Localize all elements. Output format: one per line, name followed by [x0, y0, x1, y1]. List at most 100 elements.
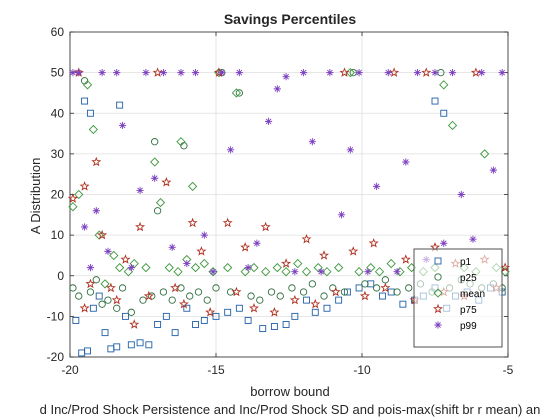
point-p75 — [301, 233, 312, 244]
point-p75 — [85, 278, 96, 289]
point-p75 — [205, 307, 216, 317]
point-p99 — [402, 158, 410, 166]
point-p75 — [231, 286, 242, 297]
legend-marker-mean — [433, 288, 443, 298]
point-p1 — [282, 321, 290, 328]
point-p25 — [113, 304, 121, 312]
point-mean — [199, 258, 209, 269]
point-p1 — [122, 312, 129, 320]
point-p99 — [191, 69, 200, 77]
series-p25 — [69, 68, 506, 316]
point-p75 — [67, 193, 78, 203]
point-p99 — [273, 85, 281, 93]
point-p75 — [281, 258, 292, 268]
point-p99 — [142, 69, 150, 77]
x-tick-label: -10 — [353, 363, 371, 377]
point-p75 — [170, 282, 181, 293]
point-p99 — [457, 190, 465, 199]
point-mean — [141, 262, 151, 273]
point-p99 — [244, 264, 252, 272]
point-mean — [68, 202, 78, 212]
point-mean — [82, 80, 93, 90]
point-p25 — [127, 308, 135, 316]
bottom-caption: d Inc/Prod Shock Persistence and Inc/Pro… — [40, 402, 541, 417]
point-mean — [334, 262, 344, 273]
point-p1 — [162, 312, 170, 320]
point-p25 — [320, 292, 328, 300]
point-p25 — [276, 292, 284, 300]
point-p1 — [311, 308, 319, 316]
point-p25 — [308, 280, 317, 288]
legend: p1 p25 mean p75 p99 — [413, 248, 503, 348]
point-p99 — [209, 268, 217, 276]
point-p75 — [400, 254, 411, 264]
point-p75 — [79, 181, 90, 191]
point-p99 — [183, 259, 191, 268]
point-p75 — [161, 177, 172, 187]
point-p99 — [498, 69, 506, 77]
point-p25 — [247, 292, 255, 300]
point-p75 — [222, 217, 233, 228]
point-p99 — [227, 146, 235, 154]
point-p25 — [92, 276, 100, 284]
point-p25 — [148, 292, 156, 300]
point-p1 — [224, 308, 232, 316]
point-p99 — [104, 247, 112, 255]
point-p99 — [86, 264, 95, 272]
point-p75 — [97, 229, 108, 240]
legend-label-mean: mean — [460, 289, 485, 300]
point-p1 — [259, 325, 267, 333]
point-p75 — [120, 254, 131, 264]
legend-marker-p1 — [434, 257, 442, 265]
point-p25 — [267, 288, 276, 296]
y-axis-label: A Distribution — [28, 158, 43, 235]
point-p99 — [431, 69, 439, 77]
point-p1 — [95, 292, 103, 300]
point-p99 — [168, 243, 176, 251]
point-p25 — [256, 296, 264, 304]
point-p99 — [308, 138, 316, 146]
point-p1 — [84, 347, 91, 355]
point-p99 — [300, 69, 308, 77]
point-p1 — [183, 304, 191, 312]
point-p25 — [340, 288, 349, 296]
point-p25 — [168, 296, 176, 304]
chart-title: Savings Percentiles — [224, 11, 357, 27]
point-p25 — [203, 296, 211, 304]
legend-marker-p99 — [434, 321, 442, 329]
point-p1 — [127, 341, 135, 349]
legend-label-p25: p25 — [460, 273, 477, 284]
point-p25 — [86, 288, 95, 296]
point-p25 — [235, 89, 244, 97]
point-mean — [176, 137, 186, 147]
point-p99 — [346, 146, 354, 154]
y-tick-label: 30 — [51, 147, 65, 161]
point-p75 — [196, 246, 207, 256]
point-p25 — [139, 296, 147, 304]
point-p99 — [218, 69, 226, 77]
point-p25 — [159, 288, 168, 296]
point-mean — [173, 267, 183, 277]
point-p99 — [151, 174, 159, 182]
y-tick-label: 10 — [51, 228, 65, 242]
point-p25 — [361, 280, 369, 288]
point-p99 — [364, 268, 372, 276]
y-tick-label: -20 — [47, 350, 65, 364]
point-mean — [293, 258, 303, 269]
point-p99 — [448, 69, 457, 77]
point-p99 — [264, 117, 273, 125]
point-p25 — [212, 284, 220, 292]
point-p75 — [105, 282, 116, 293]
point-p99 — [92, 207, 100, 215]
point-mean — [150, 157, 160, 167]
grid-lines — [69, 31, 509, 358]
point-mean — [480, 149, 490, 159]
point-p1 — [101, 329, 109, 337]
y-tick-label: -10 — [47, 309, 65, 323]
point-p75 — [248, 302, 259, 313]
point-mean — [223, 262, 233, 273]
point-mean — [281, 267, 291, 277]
point-p1 — [378, 292, 386, 300]
point-p1 — [399, 300, 407, 308]
